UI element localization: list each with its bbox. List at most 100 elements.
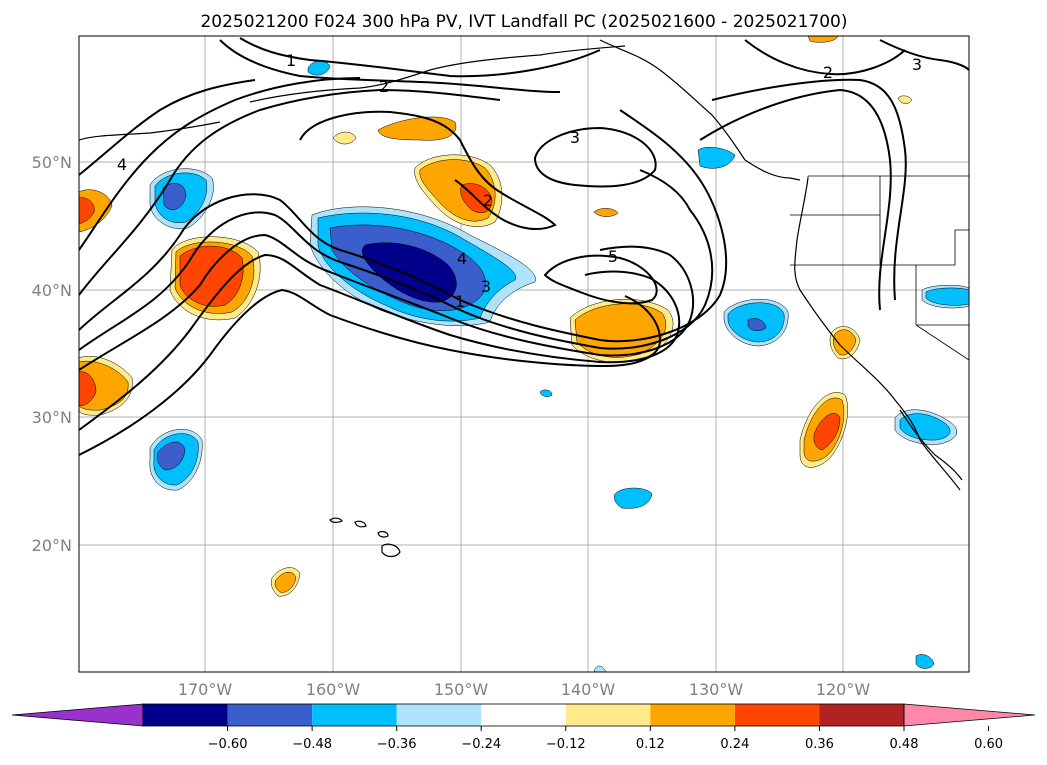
colorbar-segment bbox=[734, 704, 820, 726]
coast-baja bbox=[899, 409, 963, 481]
positive-patch-g-core bbox=[813, 413, 841, 451]
positive-patch-e bbox=[897, 95, 913, 104]
pv-contour-2f bbox=[744, 39, 906, 76]
colorbar-segment bbox=[565, 704, 651, 726]
colorbar-tick-label: −0.12 bbox=[546, 737, 586, 752]
negative-patch-f bbox=[614, 487, 653, 509]
hawaii-1 bbox=[329, 517, 343, 523]
lon-label: 150°W bbox=[434, 680, 489, 699]
coastlines bbox=[79, 39, 963, 558]
negative-patch-e-mid bbox=[925, 287, 969, 306]
hawaii-2 bbox=[354, 520, 367, 528]
pv-contour-3e bbox=[879, 39, 969, 71]
pv-contour-3c bbox=[299, 110, 557, 231]
pv-contour-2e bbox=[699, 88, 892, 311]
lon-label: 140°W bbox=[561, 680, 616, 699]
pv-contour-1a bbox=[79, 109, 728, 343]
coast-alaska-panhandle bbox=[599, 39, 746, 161]
colorbar-tick-label: −0.60 bbox=[208, 737, 248, 752]
pv-label: 3 bbox=[481, 277, 491, 296]
map-frame bbox=[78, 35, 970, 673]
pv-label: 5 bbox=[608, 247, 618, 266]
figure-title: 2025021200 F024 300 hPa PV, IVT Landfall… bbox=[200, 12, 847, 32]
longitude-labels: 170°W 160°W 150°W 140°W 130°W 120°W bbox=[178, 680, 871, 699]
colorbar-segment bbox=[227, 704, 313, 726]
pv-contour-4b bbox=[79, 88, 501, 296]
positive-patch-c bbox=[593, 208, 619, 217]
positive-anomaly-west-core bbox=[179, 245, 244, 307]
pv-contour-2a bbox=[79, 169, 714, 351]
pv-contours bbox=[79, 37, 969, 456]
coast-us-west bbox=[794, 177, 961, 491]
lat-label: 30°N bbox=[32, 408, 72, 427]
positive-patch-f-mid bbox=[833, 329, 857, 356]
negative-anomaly-southwest-core bbox=[157, 441, 186, 471]
coast-aleutian-west bbox=[79, 121, 221, 141]
pv-contour-2d bbox=[711, 78, 907, 301]
positive-anomaly-left-a-core bbox=[79, 197, 95, 225]
negative-patch-d-mid bbox=[899, 413, 951, 441]
coast-bc bbox=[744, 159, 801, 181]
pv-contour-2b bbox=[79, 79, 256, 176]
pv-label: 1 bbox=[455, 292, 465, 311]
colorbar-tick-label: 0.36 bbox=[805, 737, 834, 752]
colorbar-tick-label: 0.12 bbox=[636, 737, 665, 752]
pv-contour-2c bbox=[239, 37, 601, 78]
colorbar-segment bbox=[396, 704, 482, 726]
colorbar-segment bbox=[481, 704, 566, 726]
negative-patch-a bbox=[307, 60, 331, 76]
pv-contour-3a bbox=[79, 233, 695, 371]
negative-patch-h bbox=[915, 654, 935, 669]
colorbar-extend-min bbox=[11, 703, 144, 727]
colorbar-segment bbox=[650, 704, 735, 726]
pv-label: 4 bbox=[117, 155, 127, 174]
pv-label: 1 bbox=[286, 51, 296, 70]
pv-contour-3d bbox=[533, 126, 657, 188]
colorbar-frame bbox=[142, 703, 905, 727]
colorbar-segments bbox=[11, 703, 1036, 727]
pv-contour-5a bbox=[79, 288, 662, 456]
pv-label: 3 bbox=[570, 128, 580, 147]
pv-contour-1b bbox=[219, 39, 561, 93]
lon-label: 120°W bbox=[816, 680, 871, 699]
negative-patch-b bbox=[697, 147, 736, 169]
coast-alaska bbox=[249, 45, 626, 103]
map-panel: 1 2 3 3 4 2 2 3 5 4 3 1 bbox=[78, 35, 970, 673]
positive-patch-h-mid bbox=[274, 572, 297, 593]
colorbar-tick-label: 0.48 bbox=[890, 737, 919, 752]
colorbar: −0.60 −0.48 −0.36 −0.24 −0.12 0.12 0.24 0.36 0.4… bbox=[11, 703, 1036, 752]
pv-contour-4a bbox=[79, 253, 681, 431]
colorbar-tick-label: 0.24 bbox=[720, 737, 749, 752]
lon-label: 170°W bbox=[178, 680, 233, 699]
state-borders bbox=[790, 176, 969, 361]
pv-label: 2 bbox=[483, 191, 493, 210]
ivt-pc-shading bbox=[79, 36, 969, 672]
map-background bbox=[79, 36, 969, 672]
negative-patch-c-core bbox=[747, 318, 767, 331]
negative-anomaly-central-core bbox=[362, 242, 457, 303]
lon-label: 130°W bbox=[689, 680, 744, 699]
political-borders bbox=[790, 175, 969, 361]
colorbar-segment bbox=[819, 704, 904, 726]
colorbar-tick-label: 0.60 bbox=[974, 737, 1003, 752]
lat-label: 50°N bbox=[32, 153, 72, 172]
colorbar-extend-max bbox=[903, 703, 1036, 727]
colorbar-tick-label: −0.24 bbox=[461, 737, 501, 752]
pv-contour-5b bbox=[543, 254, 658, 305]
lat-label: 20°N bbox=[32, 536, 72, 555]
colorbar-ticks: −0.60 −0.48 −0.36 −0.24 −0.12 0.12 0.24 0.36 0.4… bbox=[208, 726, 1003, 752]
pv-label: 2 bbox=[823, 63, 833, 82]
pv-label: 4 bbox=[457, 249, 467, 268]
positive-patch-b bbox=[332, 131, 357, 145]
pv-label: 3 bbox=[912, 55, 922, 74]
positive-anomaly-left-b-core bbox=[79, 371, 97, 407]
pv-contour-3b bbox=[79, 77, 361, 251]
colorbar-tick-label: −0.48 bbox=[292, 737, 332, 752]
lon-label: 160°W bbox=[306, 680, 361, 699]
colorbar-tick-label: −0.36 bbox=[377, 737, 417, 752]
pv-label: 2 bbox=[379, 77, 389, 96]
negative-anomaly-west-core bbox=[162, 183, 187, 210]
pv-contour-labels: 1 2 3 3 4 2 2 3 5 4 3 1 bbox=[117, 51, 922, 311]
hawaii-3 bbox=[377, 530, 389, 538]
